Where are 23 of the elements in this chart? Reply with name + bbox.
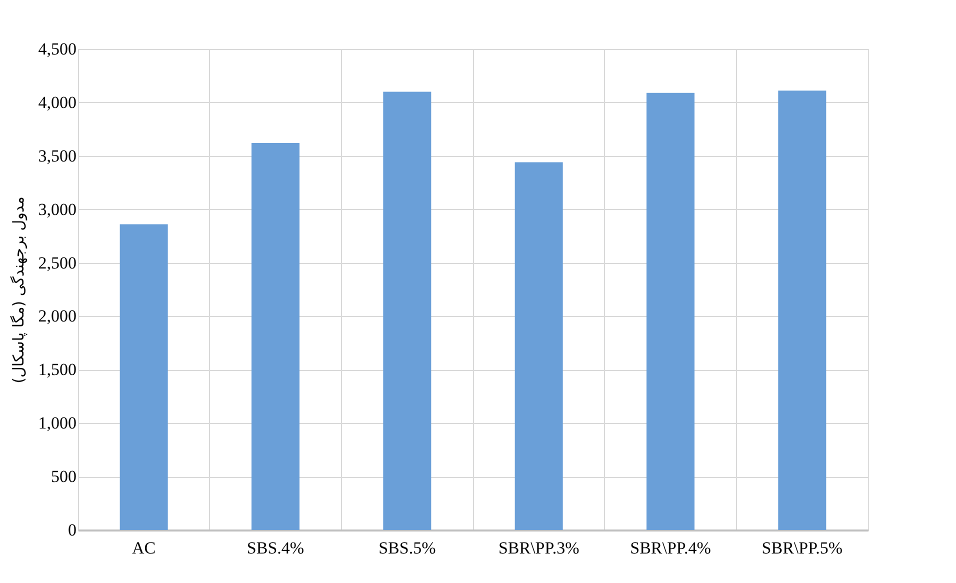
bar — [514, 162, 563, 530]
y-tick-label: 1,500 — [38, 360, 76, 380]
x-tick-label: SBR\PP.5% — [762, 538, 843, 558]
y-tick-label: 4,500 — [38, 40, 76, 58]
bar — [778, 90, 826, 530]
y-tick-label: 3,000 — [38, 200, 76, 219]
y-tick-label: 2,500 — [38, 253, 76, 272]
y-tick-label: 500 — [51, 467, 76, 486]
y-tick-label: 4,000 — [38, 92, 76, 112]
y-tick-label: 2,000 — [38, 306, 76, 326]
x-tick-label: SBS.5% — [378, 538, 436, 558]
x-tick-label: SBR\PP.4% — [630, 538, 711, 558]
bar — [646, 92, 694, 530]
x-tick-label: SBR\PP.3% — [498, 538, 580, 558]
bar — [120, 224, 168, 530]
y-tick-label: 1,000 — [38, 414, 76, 433]
bar — [383, 92, 432, 530]
y-axis-title: مدول برجهندگی (مگا پاسکال) — [9, 196, 28, 384]
y-tick-label: 0 — [68, 520, 76, 540]
x-tick-label: SBS.4% — [246, 538, 304, 558]
y-tick-label: 3,500 — [38, 146, 76, 166]
bar — [252, 143, 300, 530]
x-tick-label: AC — [132, 538, 156, 558]
